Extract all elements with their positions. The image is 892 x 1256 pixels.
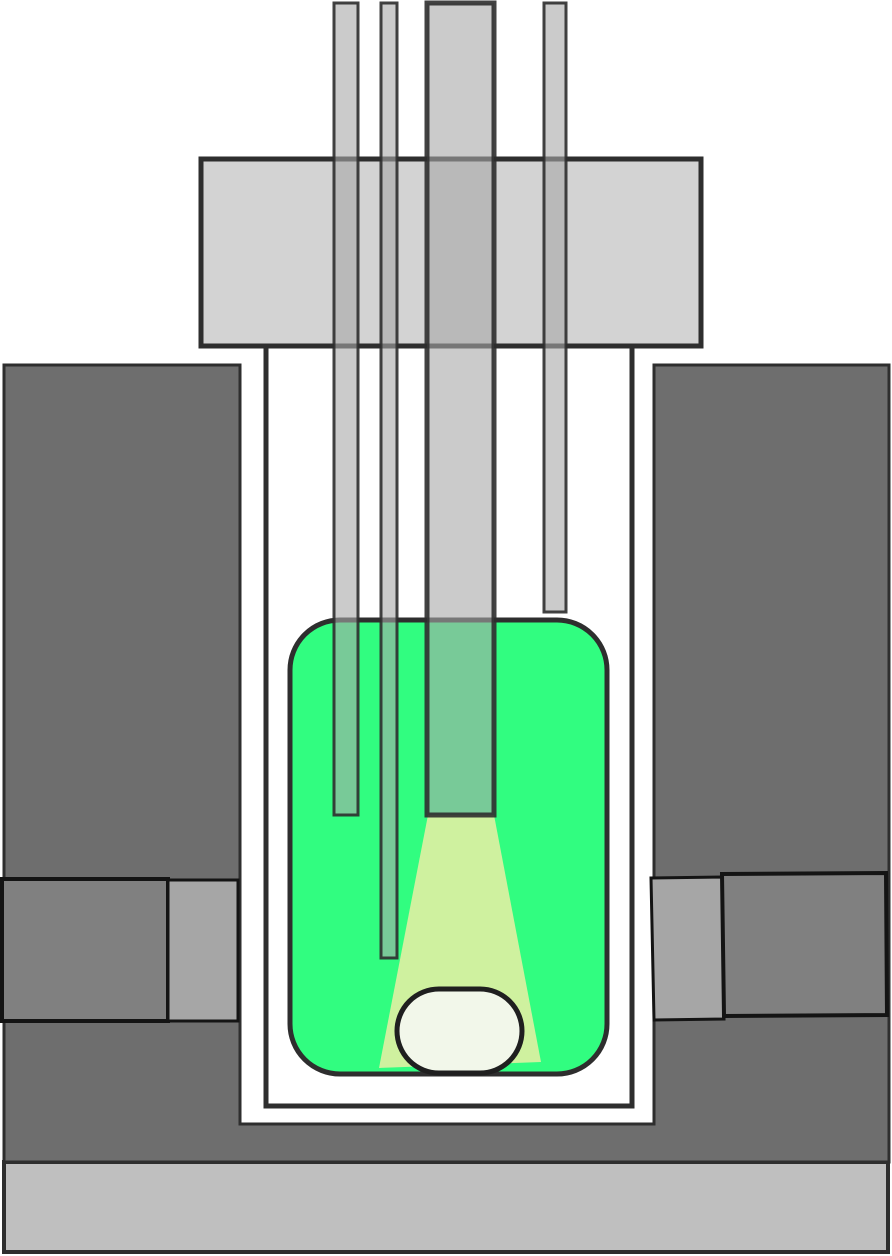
sample-pellet — [394, 986, 525, 1076]
probe-rod-1 — [332, 1, 360, 817]
main-rod — [424, 0, 497, 818]
base-plate — [2, 1160, 890, 1254]
right-port-flange — [719, 870, 890, 1019]
left-side-port — [0, 877, 240, 1023]
left-port-flange — [0, 877, 170, 1023]
probe-rod-3 — [542, 1, 568, 614]
right-port-window — [649, 875, 726, 1022]
left-port-window — [166, 878, 240, 1023]
right-side-port — [649, 870, 890, 1022]
probe-rod-2 — [379, 1, 399, 960]
probe-rods — [332, 0, 568, 960]
